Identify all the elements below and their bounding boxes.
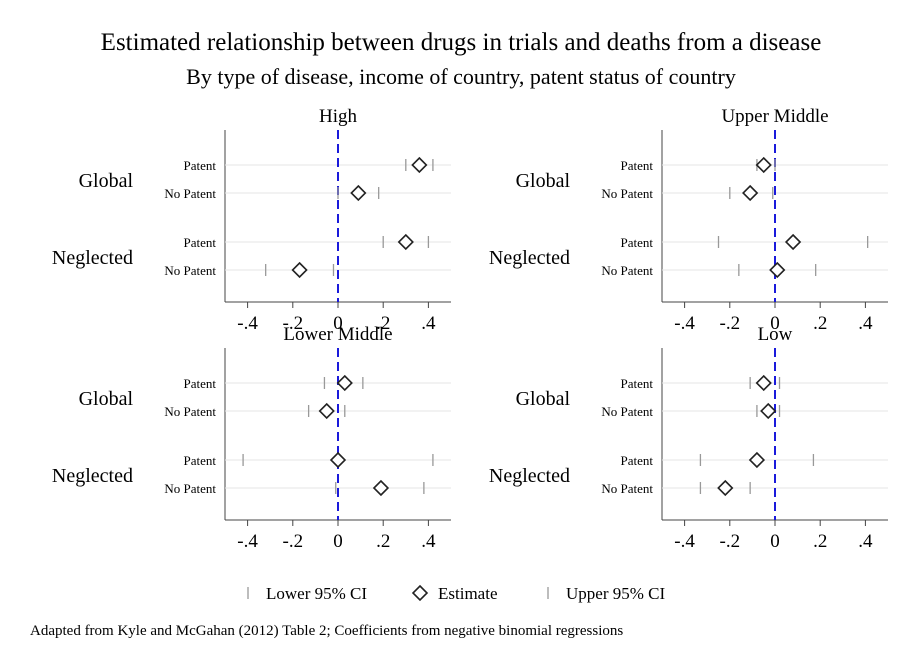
- group-label: Neglected: [489, 465, 570, 487]
- group-label: Neglected: [52, 247, 133, 269]
- row-label: Patent: [184, 158, 217, 173]
- row-label: Patent: [184, 235, 217, 250]
- row-label: No Patent: [601, 404, 653, 419]
- estimate-marker: [750, 453, 764, 467]
- panel-high: High Global Patent No Patent Neglected Patent…: [52, 106, 451, 334]
- group-label: Neglected: [52, 465, 133, 487]
- panels: High Global Patent No Patent Neglected Patent…: [52, 106, 888, 552]
- row-label: No Patent: [601, 481, 653, 496]
- row-label: No Patent: [164, 404, 216, 419]
- x-tick-label: .4: [858, 531, 873, 552]
- estimate-marker: [718, 481, 732, 495]
- x-tick-label: .2: [376, 531, 390, 552]
- estimate-marker: [757, 158, 771, 172]
- x-tick-label: .4: [858, 313, 873, 334]
- panel-title: Lower Middle: [283, 324, 392, 345]
- panel-low: Low Global Patent No Patent Neglected Patent N…: [489, 324, 888, 552]
- row-label: Patent: [184, 376, 217, 391]
- legend-item: Lower 95% CI: [248, 584, 367, 603]
- x-tick-label: 0: [770, 531, 780, 552]
- row-label: No Patent: [164, 186, 216, 201]
- row-label: No Patent: [601, 186, 653, 201]
- x-tick-label: -.4: [237, 531, 258, 552]
- estimate-marker: [412, 158, 426, 172]
- estimate-marker: [374, 481, 388, 495]
- coefficient-plot: Estimated relationship between drugs in …: [0, 0, 922, 620]
- x-tick-label: .4: [421, 531, 436, 552]
- row-label: Patent: [184, 453, 217, 468]
- row-label: Patent: [621, 376, 654, 391]
- estimate-marker: [399, 235, 413, 249]
- panel-title: Upper Middle: [721, 106, 828, 127]
- estimate-marker: [761, 404, 775, 418]
- x-tick-label: -.4: [674, 531, 695, 552]
- estimate-marker: [770, 263, 784, 277]
- estimate-marker: [293, 263, 307, 277]
- legend: Lower 95% CI Estimate Upper 95% CI: [248, 584, 665, 603]
- estimate-marker: [743, 186, 757, 200]
- legend-item: Upper 95% CI: [548, 584, 665, 603]
- panel-lower-middle: Lower Middle Global Patent No Patent Neglect…: [52, 324, 451, 552]
- estimate-marker: [757, 376, 771, 390]
- estimate-marker: [338, 376, 352, 390]
- source-note: Adapted from Kyle and McGahan (2012) Tab…: [30, 623, 623, 640]
- x-tick-label: -.2: [283, 531, 304, 552]
- x-tick-label: .2: [813, 313, 827, 334]
- row-label: Patent: [621, 235, 654, 250]
- row-label: No Patent: [601, 263, 653, 278]
- group-label: Neglected: [489, 247, 570, 269]
- legend-label: Estimate: [438, 584, 497, 603]
- panel-title: High: [319, 106, 358, 127]
- legend-diamond-marker: [413, 586, 427, 600]
- group-label: Global: [516, 388, 571, 410]
- x-tick-label: -.4: [237, 313, 258, 334]
- x-tick-label: .2: [813, 531, 827, 552]
- x-tick-label: .4: [421, 313, 436, 334]
- legend-label: Upper 95% CI: [566, 584, 665, 603]
- estimate-marker: [351, 186, 365, 200]
- legend-item: Estimate: [413, 584, 497, 603]
- group-label: Global: [516, 170, 571, 192]
- group-label: Global: [79, 170, 134, 192]
- group-label: Global: [79, 388, 134, 410]
- chart-subtitle: By type of disease, income of country, p…: [186, 64, 736, 89]
- row-label: No Patent: [164, 263, 216, 278]
- x-tick-label: -.4: [674, 313, 695, 334]
- x-tick-label: 0: [333, 531, 343, 552]
- chart-title: Estimated relationship between drugs in …: [101, 29, 822, 56]
- panel-title: Low: [758, 324, 793, 345]
- row-label: Patent: [621, 158, 654, 173]
- panel-upper-middle: Upper Middle Global Patent No Patent Neglect…: [489, 106, 888, 334]
- estimate-marker: [320, 404, 334, 418]
- row-label: Patent: [621, 453, 654, 468]
- x-tick-label: -.2: [720, 313, 741, 334]
- x-tick-label: -.2: [720, 531, 741, 552]
- estimate-marker: [786, 235, 800, 249]
- legend-label: Lower 95% CI: [266, 584, 367, 603]
- estimate-marker: [331, 453, 345, 467]
- row-label: No Patent: [164, 481, 216, 496]
